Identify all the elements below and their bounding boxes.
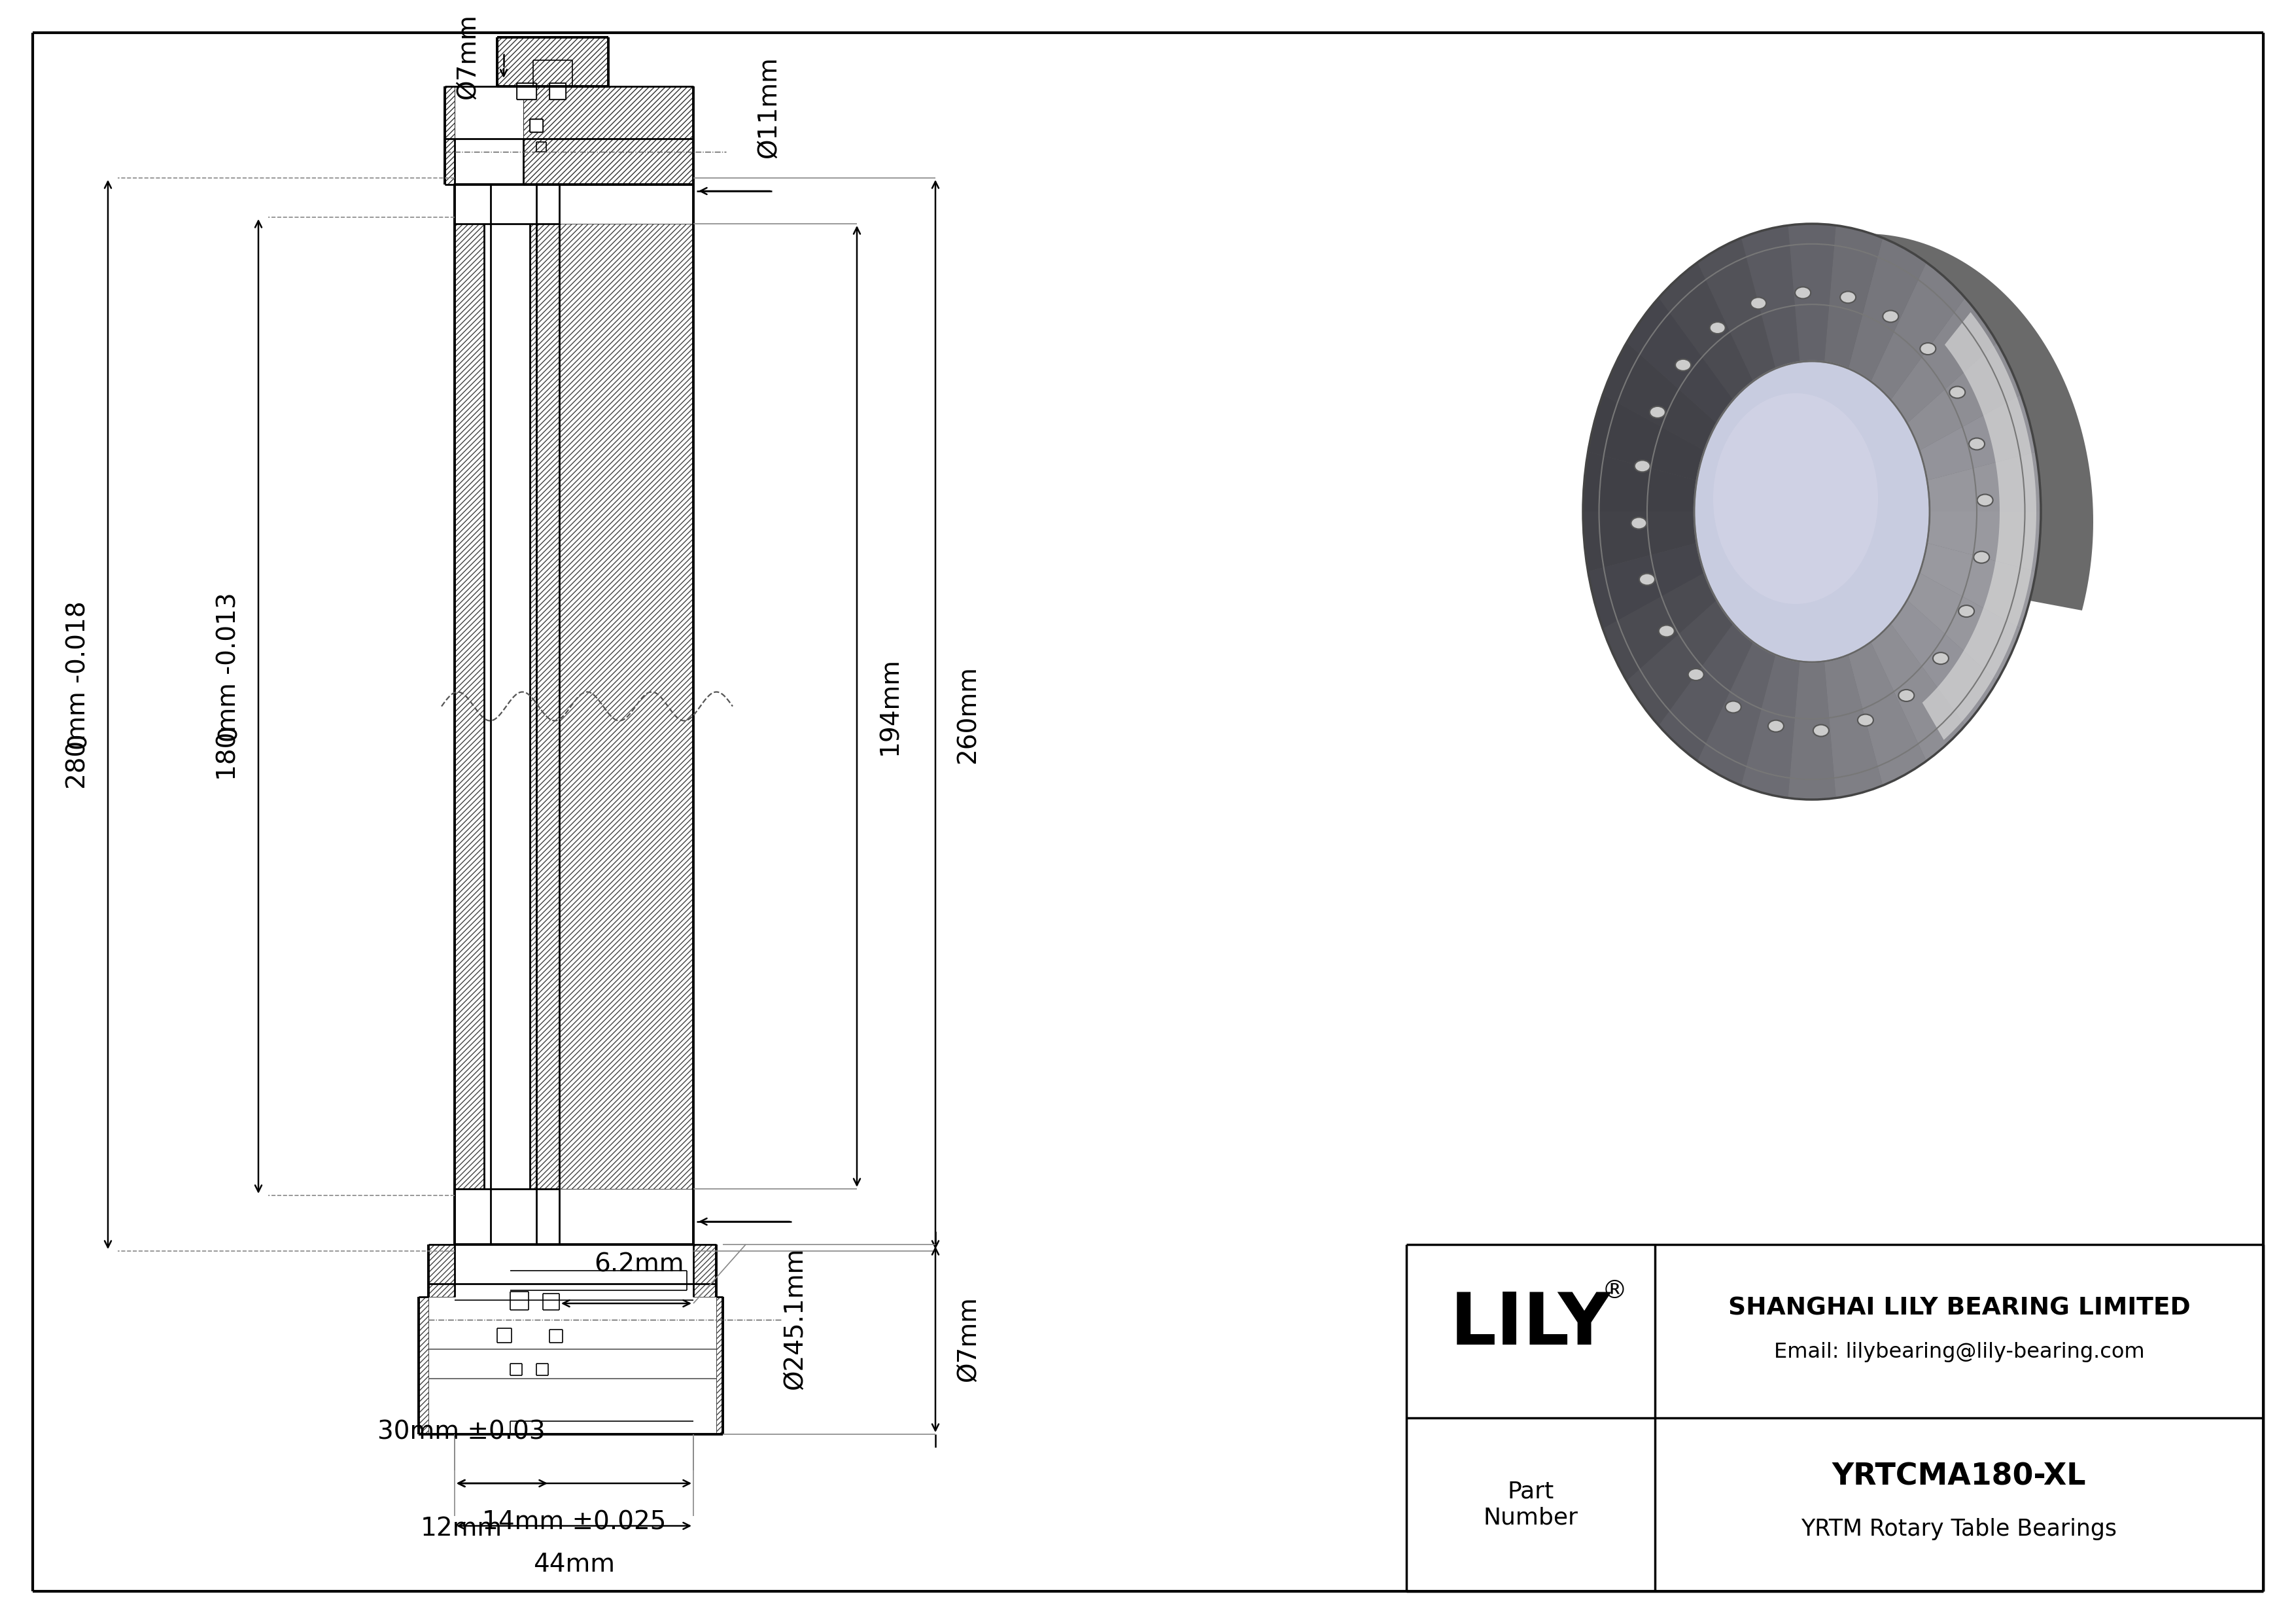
Polygon shape <box>1740 224 2094 611</box>
Polygon shape <box>537 141 546 151</box>
Polygon shape <box>1908 573 2020 680</box>
Ellipse shape <box>1975 552 1988 564</box>
Text: 12mm: 12mm <box>420 1517 503 1541</box>
Ellipse shape <box>1814 724 1830 736</box>
Ellipse shape <box>1883 310 1899 322</box>
Text: 280mm -0.018: 280mm -0.018 <box>67 601 92 789</box>
Ellipse shape <box>1933 653 1949 664</box>
Polygon shape <box>455 224 484 1189</box>
Text: LILY: LILY <box>1451 1289 1612 1359</box>
Polygon shape <box>1919 542 2037 628</box>
Polygon shape <box>1589 542 1704 628</box>
Ellipse shape <box>1688 669 1704 680</box>
Polygon shape <box>445 138 455 185</box>
Text: SHANGHAI LILY BEARING LIMITED: SHANGHAI LILY BEARING LIMITED <box>1729 1296 2190 1320</box>
Text: Ø245.1mm: Ø245.1mm <box>783 1247 808 1390</box>
Text: Ø11mm: Ø11mm <box>755 57 781 159</box>
Polygon shape <box>1582 451 1697 512</box>
Ellipse shape <box>1839 291 1855 304</box>
Ellipse shape <box>1768 719 1784 732</box>
Polygon shape <box>1582 224 2041 799</box>
Ellipse shape <box>1899 690 1915 702</box>
Polygon shape <box>498 37 608 86</box>
Polygon shape <box>1871 263 1965 400</box>
Text: 0: 0 <box>67 732 92 749</box>
Ellipse shape <box>1919 343 1936 354</box>
Polygon shape <box>1848 237 1926 382</box>
Polygon shape <box>429 1244 455 1298</box>
Polygon shape <box>693 1244 716 1298</box>
Ellipse shape <box>1658 625 1674 637</box>
Polygon shape <box>1926 512 2041 572</box>
Polygon shape <box>1740 654 1800 797</box>
Ellipse shape <box>1750 297 1766 309</box>
Text: Email: lilybearing@lily-bearing.com: Email: lilybearing@lily-bearing.com <box>1775 1341 2144 1363</box>
Polygon shape <box>523 138 693 185</box>
Polygon shape <box>1603 573 1717 680</box>
Text: 260mm: 260mm <box>955 666 980 763</box>
Ellipse shape <box>1970 438 1984 450</box>
Polygon shape <box>1919 395 2037 481</box>
Text: Ø7mm: Ø7mm <box>455 15 480 99</box>
Text: YRTCMA180-XL: YRTCMA180-XL <box>1832 1462 2087 1492</box>
Polygon shape <box>1890 601 1998 726</box>
Ellipse shape <box>1694 361 1929 663</box>
Ellipse shape <box>1977 494 1993 507</box>
Polygon shape <box>1658 263 1754 400</box>
Text: 0: 0 <box>216 724 241 741</box>
Polygon shape <box>1582 512 1697 572</box>
Text: 14mm ±0.025: 14mm ±0.025 <box>482 1509 666 1535</box>
Polygon shape <box>445 86 455 138</box>
Polygon shape <box>1789 661 1837 799</box>
Polygon shape <box>1871 624 1965 762</box>
Polygon shape <box>1922 312 2037 741</box>
Text: 194mm: 194mm <box>877 658 902 755</box>
Polygon shape <box>418 1298 429 1434</box>
Ellipse shape <box>1724 702 1740 713</box>
Text: YRTM Rotary Table Bearings: YRTM Rotary Table Bearings <box>1800 1518 2117 1541</box>
Polygon shape <box>1658 624 1754 762</box>
Polygon shape <box>1890 297 1998 424</box>
Text: 6.2mm: 6.2mm <box>595 1252 684 1276</box>
Polygon shape <box>1825 654 1883 797</box>
Polygon shape <box>1697 641 1775 786</box>
Ellipse shape <box>1949 387 1965 398</box>
Polygon shape <box>560 224 693 1189</box>
Ellipse shape <box>1630 518 1646 529</box>
Ellipse shape <box>1711 322 1724 333</box>
Polygon shape <box>530 224 560 1189</box>
Text: 44mm: 44mm <box>533 1553 615 1577</box>
Text: Ø7mm: Ø7mm <box>955 1296 980 1382</box>
Polygon shape <box>1789 224 1837 362</box>
Ellipse shape <box>1649 406 1665 417</box>
Text: Part
Number: Part Number <box>1483 1481 1577 1528</box>
Polygon shape <box>1589 395 1704 481</box>
Text: 180mm -0.013: 180mm -0.013 <box>216 593 241 781</box>
Ellipse shape <box>1713 393 1878 604</box>
Polygon shape <box>1603 343 1717 450</box>
Polygon shape <box>1628 601 1733 726</box>
Polygon shape <box>549 83 565 99</box>
Polygon shape <box>530 119 542 132</box>
Polygon shape <box>1697 237 1775 382</box>
Ellipse shape <box>1676 359 1690 370</box>
Polygon shape <box>523 86 693 138</box>
Ellipse shape <box>1958 606 1975 617</box>
Ellipse shape <box>1635 460 1651 473</box>
Polygon shape <box>1926 451 2041 512</box>
Text: 30mm ±0.03: 30mm ±0.03 <box>377 1419 544 1444</box>
Ellipse shape <box>1857 715 1874 726</box>
Ellipse shape <box>1639 573 1655 585</box>
Polygon shape <box>517 83 537 99</box>
Polygon shape <box>1825 226 1883 369</box>
Polygon shape <box>716 1298 723 1434</box>
Polygon shape <box>1628 297 1733 424</box>
Ellipse shape <box>1795 287 1812 299</box>
Polygon shape <box>1908 343 2020 450</box>
Polygon shape <box>1740 226 1800 369</box>
Text: ®: ® <box>1603 1278 1628 1302</box>
Polygon shape <box>1848 641 1926 786</box>
